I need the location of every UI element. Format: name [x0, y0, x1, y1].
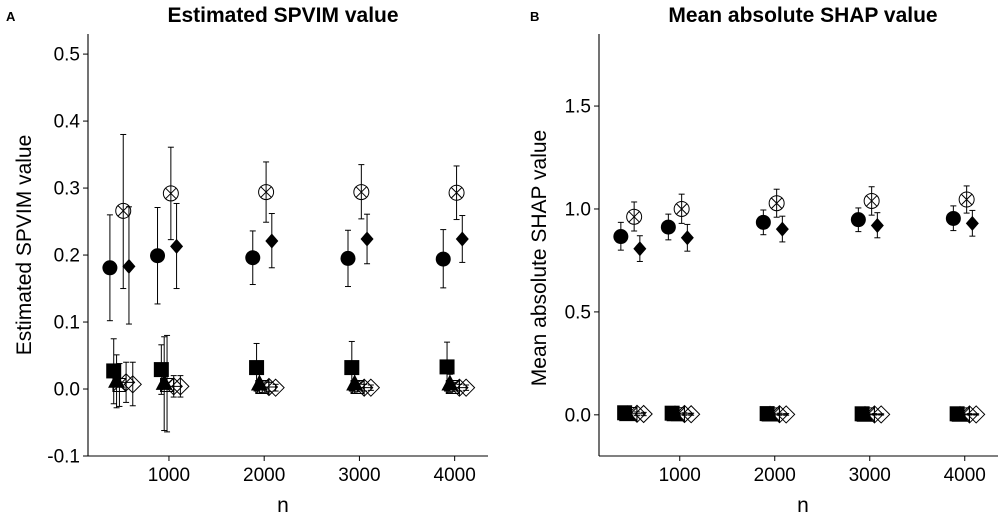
- panel-a-point-circle-x: [115, 133, 132, 290]
- panel-b-x-axis-title: n: [797, 494, 809, 517]
- panel-a-point-diamond-open: [123, 361, 142, 407]
- panel-a-point-diamond: [265, 213, 279, 269]
- panel-a-title: Estimated SPVIM value: [167, 4, 398, 27]
- panel-b-x-tick-label: 1000: [659, 465, 701, 486]
- panel-b-point-circle: [945, 205, 961, 232]
- panel-a-x-tick-label: 4000: [434, 465, 476, 486]
- panel-a-y-ticks: -0.1 0.0 0.1 0.2 0.3 0.4 0.5: [47, 45, 88, 468]
- panel-b-point-diamond-open: [871, 405, 891, 424]
- panel-a-point-circle: [435, 229, 451, 289]
- panel-a-point-circle-x: [258, 161, 275, 223]
- panel-b-point-diamond-plus: [865, 405, 884, 424]
- panel-a-y-tick-label: 0.5: [54, 45, 80, 66]
- panel-a-point-circle: [102, 214, 118, 322]
- panel-a-y-tick-label: 0.3: [54, 179, 80, 200]
- panel-b-point-diamond: [965, 209, 979, 237]
- panel-a-label: A: [6, 9, 16, 24]
- panel-a-point-circle-x: [353, 164, 370, 220]
- panel-b-y-tick-label: 1.5: [565, 97, 591, 118]
- panel-b-point-diamond-plus: [960, 405, 979, 424]
- panel-a-point-diamond-open: [456, 378, 476, 397]
- panel-b-y-tick-label: 0.0: [565, 405, 591, 426]
- panel-a-marks: [102, 133, 476, 433]
- panel-b-point-circle-x: [626, 201, 643, 232]
- panel-b-point-diamond: [775, 215, 789, 243]
- panel-a-y-axis-title: Estimated SPVIM value: [13, 135, 36, 356]
- panel-a-y-tick-label: 0.1: [54, 313, 80, 334]
- panel-a-x-tick-label: 1000: [148, 465, 190, 486]
- panel-b: B Mean absolute SHAP value Mean absolute…: [528, 4, 998, 517]
- panel-b-point-circle-x: [673, 193, 690, 224]
- panel-a: A Estimated SPVIM value Estimated SPVIM …: [6, 4, 488, 517]
- panel-b-point-circle: [660, 213, 676, 241]
- panel-a-point-diamond-open: [266, 378, 285, 397]
- panel-a-point-diamond-open: [171, 375, 190, 398]
- panel-a-point-circle: [340, 229, 356, 288]
- panel-b-label: B: [530, 9, 539, 24]
- panel-a-x-axis-title: n: [277, 494, 289, 517]
- panel-a-point-diamond: [455, 215, 469, 263]
- panel-b-point-circle: [613, 221, 629, 251]
- panel-b-x-tick-label: 4000: [944, 465, 986, 486]
- panel-a-y-tick-label: 0.4: [54, 112, 81, 133]
- panel-a-x-tick-label: 2000: [243, 465, 285, 486]
- panel-b-point-diamond: [633, 235, 647, 262]
- panel-b-point-circle-x: [863, 186, 880, 216]
- panel-a-point-diamond: [170, 202, 184, 290]
- panel-a-y-tick-label: 0.0: [54, 380, 80, 401]
- panel-b-point-diamond-open: [776, 405, 796, 424]
- panel-b-point-diamond-open: [634, 404, 653, 424]
- panel-b-y-tick-label: 1.0: [565, 199, 591, 220]
- panel-b-y-axis-title: Mean absolute SHAP value: [528, 130, 551, 386]
- panel-a-y-tick-label: 0.2: [54, 246, 80, 267]
- panel-b-point-circle-x: [768, 188, 785, 218]
- panel-a-point-triangle: [155, 336, 173, 432]
- panel-a-x-ticks: 1000 2000 3000 4000: [148, 456, 476, 486]
- panel-b-point-circle: [755, 209, 771, 236]
- panel-a-point-circle-x: [448, 165, 465, 221]
- panel-a-point-circle: [150, 206, 166, 305]
- panel-b-point-diamond-open: [966, 405, 986, 424]
- panel-a-x-tick-label: 3000: [338, 465, 380, 486]
- panel-b-x-ticks: 1000 2000 3000 4000: [659, 456, 986, 486]
- panel-b-point-circle: [850, 207, 866, 233]
- panel-a-point-diamond-open: [361, 378, 381, 397]
- panel-a-point-circle: [245, 230, 261, 286]
- panel-b-marks: [613, 185, 986, 424]
- panel-a-y-tick-label: -0.1: [47, 447, 80, 468]
- panel-b-y-ticks: 0.0 0.5 1.0 1.5: [565, 97, 599, 426]
- panel-b-point-diamond: [870, 212, 884, 239]
- panel-b-x-tick-label: 3000: [849, 465, 891, 486]
- panel-b-point-diamond: [680, 223, 694, 252]
- panel-b-x-tick-label: 2000: [754, 465, 796, 486]
- panel-b-y-tick-label: 0.5: [565, 302, 591, 323]
- panel-a-point-diamond-plus: [164, 375, 183, 398]
- panel-a-point-diamond: [360, 213, 374, 265]
- panel-a-point-circle-x: [162, 146, 179, 241]
- panel-b-point-diamond-open: [681, 405, 701, 424]
- panel-b-title: Mean absolute SHAP value: [668, 4, 937, 27]
- panel-b-point-circle-x: [958, 185, 975, 214]
- panel-a-point-diamond: [122, 206, 136, 325]
